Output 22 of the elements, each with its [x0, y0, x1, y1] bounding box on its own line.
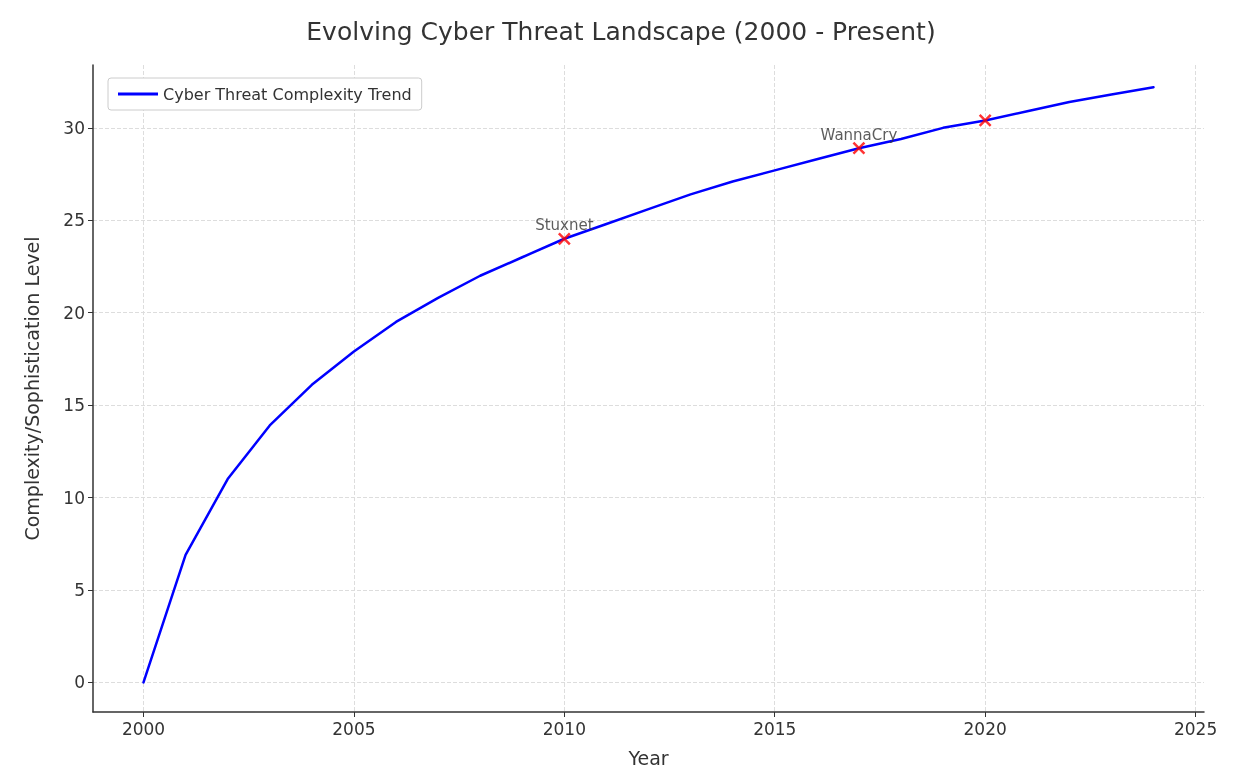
point — [978, 113, 992, 128]
x-tick-label: 2005 — [332, 718, 376, 739]
x-tick-label: 2015 — [753, 718, 797, 739]
chart-title: Evolving Cyber Threat Landscape (2000 - Present) — [306, 17, 936, 46]
y-tick-label: 15 — [63, 395, 85, 416]
y-tick-label: 25 — [63, 210, 85, 231]
y-tick-label: 5 — [74, 579, 85, 600]
y-tick-label: 30 — [63, 117, 85, 138]
x-tick-label: 2010 — [542, 718, 586, 739]
x-tick-label: 2000 — [121, 718, 166, 739]
point — [557, 232, 572, 246]
x-tick-label: 2020 — [963, 718, 1007, 739]
annotation: Stuxnet — [535, 216, 594, 235]
x-axis-title: Year — [627, 746, 669, 769]
y-tick-label: 0 — [74, 672, 85, 693]
annotation: WannaCry — [820, 125, 898, 144]
y-axis-title: Complexity/Sophistication Level — [20, 236, 43, 541]
y-tick-label: 20 — [63, 302, 85, 323]
x-tick-label: 2025 — [1173, 718, 1218, 739]
y-tick-label: 10 — [63, 487, 85, 508]
line-series — [142, 85, 1155, 684]
legend-label: Cyber Threat Complexity Trend — [163, 84, 412, 104]
